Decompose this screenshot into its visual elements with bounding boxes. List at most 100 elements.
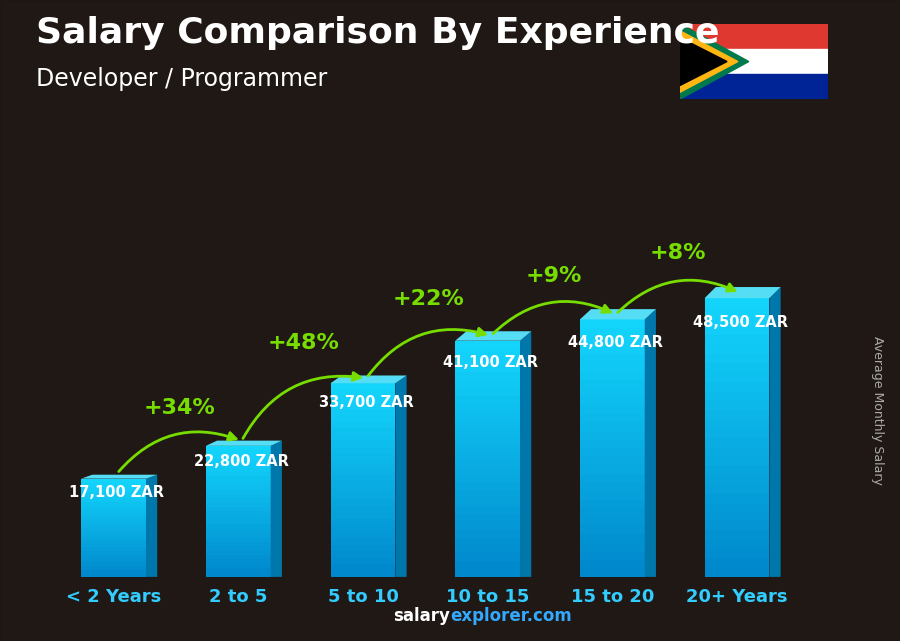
- Polygon shape: [81, 505, 146, 508]
- Polygon shape: [580, 388, 644, 397]
- Polygon shape: [705, 326, 770, 335]
- Polygon shape: [81, 479, 146, 482]
- Polygon shape: [580, 465, 644, 474]
- Text: +8%: +8%: [650, 243, 706, 263]
- Polygon shape: [705, 391, 770, 401]
- Polygon shape: [206, 555, 271, 560]
- Polygon shape: [520, 331, 531, 577]
- Polygon shape: [330, 474, 395, 480]
- Polygon shape: [580, 474, 644, 483]
- Polygon shape: [206, 568, 271, 572]
- Polygon shape: [330, 415, 395, 422]
- Bar: [680, 74, 828, 99]
- Polygon shape: [81, 541, 146, 544]
- Text: Salary Comparison By Experience: Salary Comparison By Experience: [36, 16, 719, 50]
- Polygon shape: [455, 412, 520, 419]
- Polygon shape: [206, 503, 271, 507]
- Polygon shape: [81, 547, 146, 551]
- Polygon shape: [206, 551, 271, 555]
- Polygon shape: [580, 328, 644, 337]
- Polygon shape: [81, 492, 146, 495]
- Polygon shape: [705, 428, 770, 438]
- Polygon shape: [146, 475, 158, 577]
- Text: 17,100 ZAR: 17,100 ZAR: [69, 485, 165, 499]
- Polygon shape: [455, 356, 520, 364]
- Polygon shape: [580, 542, 644, 551]
- Polygon shape: [455, 514, 520, 522]
- Text: 41,100 ZAR: 41,100 ZAR: [444, 355, 538, 370]
- Polygon shape: [330, 390, 395, 396]
- Polygon shape: [705, 317, 770, 326]
- Polygon shape: [644, 309, 656, 577]
- FancyArrowPatch shape: [493, 301, 610, 334]
- Polygon shape: [580, 526, 644, 534]
- Polygon shape: [705, 494, 770, 503]
- Polygon shape: [81, 554, 146, 557]
- Polygon shape: [206, 507, 271, 512]
- Polygon shape: [455, 341, 520, 349]
- Polygon shape: [580, 371, 644, 379]
- Polygon shape: [81, 498, 146, 501]
- Polygon shape: [81, 564, 146, 567]
- Polygon shape: [705, 475, 770, 484]
- Polygon shape: [206, 476, 271, 481]
- Polygon shape: [580, 508, 644, 517]
- Polygon shape: [330, 525, 395, 532]
- Text: 48,500 ZAR: 48,500 ZAR: [693, 315, 788, 330]
- Polygon shape: [81, 495, 146, 498]
- Polygon shape: [81, 528, 146, 531]
- Polygon shape: [705, 456, 770, 465]
- Polygon shape: [81, 567, 146, 570]
- Polygon shape: [81, 485, 146, 488]
- Polygon shape: [330, 435, 395, 442]
- Polygon shape: [81, 551, 146, 554]
- Text: explorer.com: explorer.com: [450, 607, 572, 625]
- Polygon shape: [455, 395, 520, 404]
- Polygon shape: [206, 520, 271, 524]
- Text: 33,700 ZAR: 33,700 ZAR: [319, 395, 414, 410]
- Polygon shape: [705, 549, 770, 558]
- FancyArrowPatch shape: [617, 280, 735, 313]
- Polygon shape: [330, 480, 395, 487]
- Polygon shape: [206, 498, 271, 503]
- Polygon shape: [206, 564, 271, 568]
- Polygon shape: [330, 493, 395, 499]
- Polygon shape: [330, 545, 395, 551]
- Polygon shape: [455, 331, 531, 341]
- Polygon shape: [206, 454, 271, 459]
- Polygon shape: [330, 570, 395, 577]
- Polygon shape: [455, 569, 520, 577]
- Polygon shape: [455, 372, 520, 380]
- Polygon shape: [206, 446, 271, 450]
- Polygon shape: [330, 383, 395, 390]
- Text: +48%: +48%: [268, 333, 340, 353]
- Polygon shape: [580, 345, 644, 354]
- Polygon shape: [206, 542, 271, 546]
- Polygon shape: [455, 506, 520, 514]
- Polygon shape: [455, 443, 520, 451]
- Polygon shape: [330, 396, 395, 403]
- Polygon shape: [705, 363, 770, 372]
- Polygon shape: [580, 440, 644, 448]
- Polygon shape: [705, 401, 770, 410]
- Polygon shape: [206, 529, 271, 533]
- Polygon shape: [81, 535, 146, 538]
- Polygon shape: [580, 500, 644, 508]
- Polygon shape: [81, 521, 146, 524]
- Polygon shape: [330, 506, 395, 512]
- Polygon shape: [705, 531, 770, 540]
- Polygon shape: [330, 461, 395, 467]
- Polygon shape: [455, 419, 520, 428]
- Polygon shape: [206, 485, 271, 490]
- Polygon shape: [81, 501, 146, 505]
- Polygon shape: [81, 544, 146, 547]
- FancyArrowPatch shape: [368, 328, 485, 376]
- Polygon shape: [455, 474, 520, 483]
- Polygon shape: [770, 287, 780, 577]
- Polygon shape: [206, 494, 271, 498]
- Polygon shape: [680, 31, 738, 92]
- Polygon shape: [580, 517, 644, 526]
- Polygon shape: [206, 572, 271, 577]
- Bar: [680, 24, 828, 49]
- Polygon shape: [580, 491, 644, 500]
